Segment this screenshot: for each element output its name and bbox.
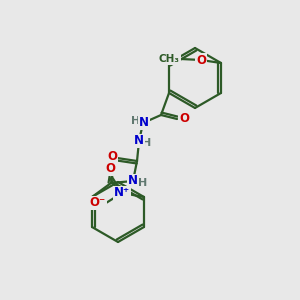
Text: N: N <box>134 134 144 148</box>
Text: O: O <box>196 53 206 67</box>
Text: H: H <box>131 116 141 126</box>
Text: H: H <box>142 138 152 148</box>
Text: O: O <box>179 112 189 125</box>
Text: O⁻: O⁻ <box>90 196 106 209</box>
Text: N: N <box>128 175 138 188</box>
Text: O: O <box>107 151 117 164</box>
Text: O: O <box>105 163 115 176</box>
Text: N⁺: N⁺ <box>114 187 130 200</box>
Text: H: H <box>138 178 148 188</box>
Text: N: N <box>139 116 149 130</box>
Text: S: S <box>106 152 114 164</box>
Text: CH₃: CH₃ <box>159 54 180 64</box>
